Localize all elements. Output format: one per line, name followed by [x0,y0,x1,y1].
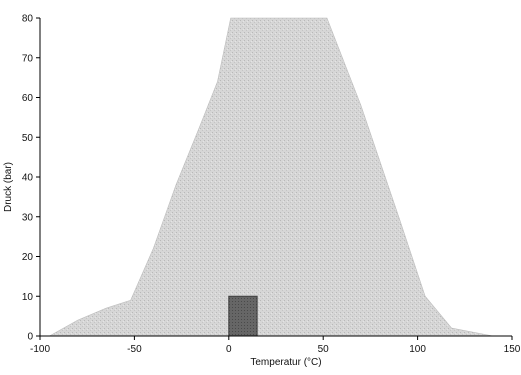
x-tick-label: -50 [127,344,142,355]
y-tick-label: 0 [27,332,33,343]
x-tick-label: -100 [30,344,50,355]
y-tick-label: 20 [22,252,34,263]
y-tick-label: 40 [22,173,34,184]
x-tick-label: 150 [504,344,521,355]
ticks-layer: -100 -50 0 50 100 150 0 10 20 30 40 50 60 70 80 [22,14,521,356]
area-series-outer [48,17,494,337]
x-tick-label: 0 [226,344,232,355]
y-tick-label: 80 [22,14,34,25]
y-tick-label: 70 [22,53,34,64]
y-tick-label: 30 [22,212,34,223]
x-tick-label: 100 [409,344,426,355]
x-axis-label: Temperatur (°C) [250,357,321,368]
area-layer [48,17,494,337]
y-axis-label: Druck (bar) [3,162,14,212]
y-tick-label: 50 [22,133,34,144]
x-tick-label: 50 [318,344,330,355]
y-tick-label: 60 [22,93,34,104]
y-tick-label: 10 [22,292,34,303]
area-series-inner [228,295,258,337]
